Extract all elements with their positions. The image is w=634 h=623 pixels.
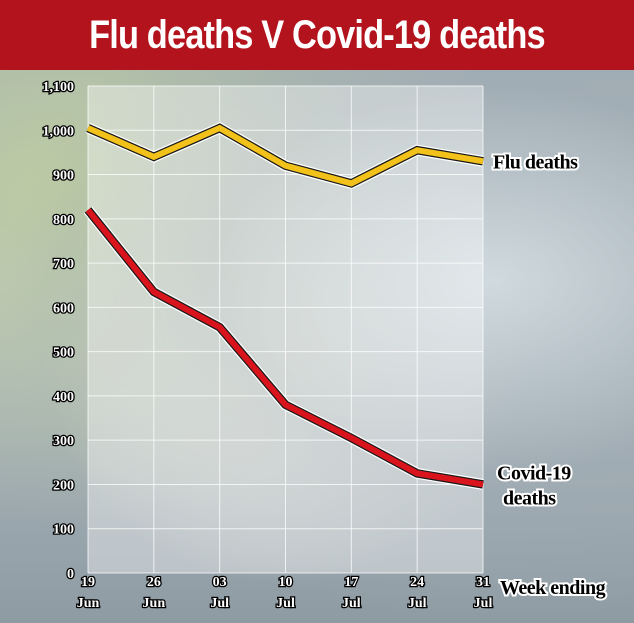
x-tick-month: Jul bbox=[276, 596, 295, 611]
y-tick-label: 300 bbox=[53, 434, 74, 449]
y-tick-label: 200 bbox=[53, 478, 74, 493]
covid-deaths-line bbox=[85, 208, 484, 488]
x-tick-day: 31 bbox=[476, 575, 490, 590]
covid-deaths-label: Covid-19 deaths bbox=[497, 462, 571, 509]
x-tick-month: Jul bbox=[342, 596, 361, 611]
y-tick-label: 800 bbox=[53, 213, 74, 228]
x-tick-month: Jun bbox=[143, 596, 166, 611]
x-tick-month: Jun bbox=[77, 596, 100, 611]
y-tick-label: 700 bbox=[53, 257, 74, 272]
series-labels: Flu deaths Covid-19 deaths bbox=[491, 149, 581, 511]
flu-deaths-label: Flu deaths bbox=[493, 151, 578, 173]
x-tick-month: Jul bbox=[474, 596, 493, 611]
y-tick-label: 400 bbox=[53, 390, 74, 405]
x-tick-day: 24 bbox=[410, 575, 424, 590]
y-tick-label: 1,000 bbox=[43, 124, 75, 139]
gridlines bbox=[87, 85, 484, 574]
y-tick-label: 500 bbox=[53, 346, 74, 361]
y-tick-label: 0 bbox=[67, 567, 74, 582]
flu-deaths-line bbox=[86, 124, 484, 187]
series-lines bbox=[83, 121, 484, 490]
y-tick-label: 1,100 bbox=[43, 80, 75, 95]
y-tick-label: 900 bbox=[53, 169, 74, 184]
y-axis-ticks: 0 100 200 300 400 500 600 700 800 900 1,000 1,100 bbox=[41, 79, 75, 584]
title-banner: Flu deaths V Covid-19 deaths bbox=[0, 0, 634, 70]
chart-title: Flu deaths V Covid-19 deaths bbox=[89, 12, 546, 57]
x-tick-month: Jul bbox=[408, 596, 427, 611]
x-tick-month: Jul bbox=[210, 596, 229, 611]
x-tick-day: 03 bbox=[213, 575, 227, 590]
x-tick-day: 17 bbox=[344, 575, 358, 590]
y-tick-label: 600 bbox=[53, 301, 74, 316]
x-tick-day: 26 bbox=[147, 575, 161, 590]
x-axis-ticks: 19 Jun 26 Jun 03 Jul 10 Jul 17 Jul 24 Jul 31 Jul bbox=[75, 574, 493, 613]
x-axis-label: Week ending bbox=[500, 577, 606, 599]
y-tick-label: 100 bbox=[53, 523, 74, 538]
x-tick-day: 19 bbox=[81, 575, 95, 590]
x-tick-day: 10 bbox=[279, 575, 293, 590]
